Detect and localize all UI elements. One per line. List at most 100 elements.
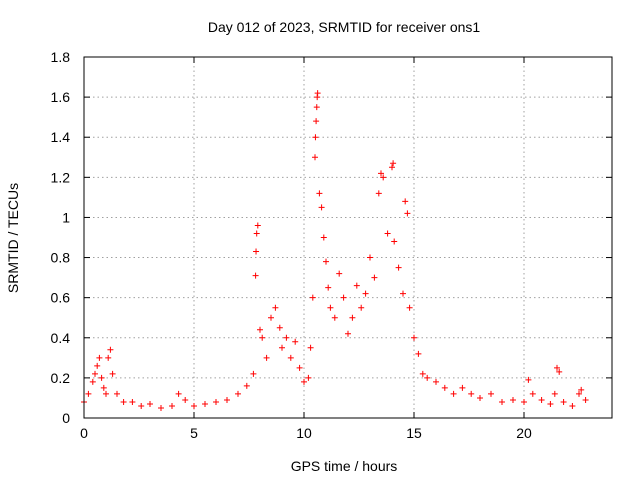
data-point	[85, 390, 92, 397]
data-point	[272, 304, 279, 311]
y-tick-label: 0.2	[51, 370, 71, 386]
grid-layer	[84, 57, 612, 418]
data-point	[316, 190, 323, 197]
data-point	[336, 270, 343, 277]
data-point	[254, 222, 261, 229]
data-point	[305, 374, 312, 381]
tick-labels-layer: 0 5 10 15 20 0 0.2 0.4 0.6 0.8 1 1.2 1.4 1.6 1.8	[51, 49, 532, 441]
data-point	[404, 210, 411, 217]
data-point	[323, 258, 329, 265]
data-point	[98, 374, 105, 381]
data-point	[182, 396, 189, 403]
data-point	[560, 398, 567, 405]
y-tick-label: 1.8	[51, 49, 71, 65]
plot-frame	[83, 56, 613, 419]
data-point	[107, 346, 114, 353]
data-point	[325, 284, 332, 291]
data-point	[114, 390, 120, 397]
y-tick-label: 0.8	[51, 250, 71, 266]
data-point	[307, 344, 314, 351]
data-point	[253, 248, 260, 255]
data-point	[375, 190, 382, 197]
x-tick-label: 20	[516, 425, 532, 441]
data-point	[147, 400, 153, 407]
data-point	[424, 374, 431, 381]
data-point	[276, 324, 283, 331]
data-point	[556, 368, 563, 375]
data-point	[499, 398, 505, 405]
data-point	[529, 390, 536, 397]
data-point	[175, 390, 182, 397]
x-tick-label: 15	[406, 425, 422, 441]
data-point	[94, 362, 101, 369]
data-point	[224, 396, 230, 403]
data-point	[309, 294, 316, 301]
data-point	[312, 134, 319, 141]
data-point	[89, 378, 96, 385]
data-point	[488, 390, 494, 397]
x-tick-label: 0	[80, 425, 88, 441]
data-point	[400, 290, 406, 297]
data-point	[257, 326, 263, 333]
data-point	[103, 390, 109, 397]
data-point	[109, 370, 116, 377]
data-point	[353, 282, 360, 289]
data-point	[349, 314, 356, 321]
data-point	[547, 400, 554, 407]
data-point	[450, 390, 457, 397]
data-point	[202, 400, 208, 407]
data-point	[459, 384, 466, 391]
data-point	[312, 154, 318, 161]
y-tick-label: 0	[62, 410, 70, 426]
data-point	[576, 390, 582, 397]
data-point	[510, 396, 516, 403]
data-point	[521, 398, 527, 405]
data-point	[191, 402, 197, 409]
data-point	[371, 274, 378, 281]
data-point	[331, 314, 338, 321]
data-point	[296, 364, 303, 371]
data-point	[158, 404, 164, 411]
data-point	[213, 398, 219, 405]
data-point	[402, 198, 409, 205]
data-point	[301, 378, 307, 385]
data-point	[138, 402, 145, 409]
x-axis-label: GPS time / hours	[291, 458, 398, 474]
data-point	[283, 334, 290, 341]
y-tick-label: 1.2	[51, 169, 71, 185]
data-point	[384, 230, 391, 237]
data-point	[468, 390, 475, 397]
y-tick-label: 1.6	[51, 89, 71, 105]
data-point	[415, 350, 422, 357]
data-point	[554, 364, 560, 371]
data-point	[378, 170, 384, 177]
data-point	[287, 354, 294, 361]
y-tick-label: 1	[62, 209, 70, 225]
data-point	[358, 304, 365, 311]
data-point	[525, 376, 532, 383]
data-point	[327, 304, 334, 311]
data-point	[433, 378, 439, 385]
data-point	[313, 118, 320, 125]
data-point	[250, 370, 257, 377]
data-point	[259, 334, 266, 341]
data-point	[419, 370, 426, 377]
chart-title: Day 012 of 2023, SRMTID for receiver ons…	[208, 19, 481, 35]
data-point	[313, 104, 320, 111]
data-point	[389, 164, 395, 171]
data-point	[279, 344, 285, 351]
data-point	[569, 402, 576, 409]
data-point	[292, 338, 299, 345]
data-point	[391, 238, 398, 245]
data-point	[345, 330, 351, 337]
data-point	[92, 370, 98, 377]
data-point	[582, 396, 589, 403]
data-point	[395, 264, 402, 271]
data-point	[367, 254, 373, 261]
data-point	[235, 390, 241, 397]
data-point	[105, 354, 112, 361]
data-point	[243, 382, 250, 389]
data-point	[314, 90, 321, 97]
data-point	[100, 384, 107, 391]
